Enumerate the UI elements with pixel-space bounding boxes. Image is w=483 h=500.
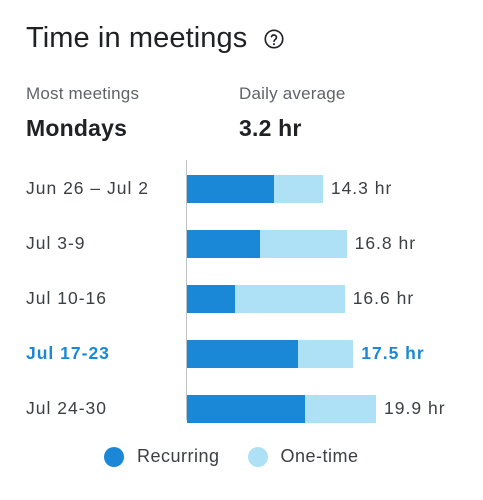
row-label: Jul 24-30: [26, 398, 107, 418]
legend-item-one-time: One-time: [247, 446, 359, 467]
daily-average-stat: Daily average 3.2 hr: [239, 84, 346, 142]
help-circle-icon[interactable]: [263, 28, 285, 50]
meetings-bar-chart: Jun 26 – Jul 2 14.3 hr Jul 3-9 16.8 hr Jul 1…: [0, 160, 483, 430]
recurring-swatch: [104, 446, 124, 467]
bar-segment-recurring: [187, 340, 299, 368]
chart-axis-line: [186, 160, 187, 420]
row-value-label: 19.9 hr: [384, 398, 446, 418]
daily-average-value: 3.2 hr: [239, 115, 302, 141]
most-meetings-label: Most meetings: [26, 84, 140, 103]
bar-segment-recurring: [187, 230, 261, 258]
row-label: Jul 3-9: [26, 233, 86, 253]
stacked-bar: [187, 285, 345, 313]
chart-row[interactable]: Jul 3-9 16.8 hr: [0, 230, 483, 258]
row-value-label: 17.5 hr: [361, 343, 425, 363]
bar-segment-one-time: [298, 340, 354, 368]
most-meetings-value: Mondays: [26, 115, 128, 141]
chart-row[interactable]: Jul 10-16 16.6 hr: [0, 285, 483, 313]
bar-segment-recurring: [187, 175, 275, 203]
chart-row[interactable]: Jul 24-30 19.9 hr: [0, 395, 483, 423]
stacked-bar: [187, 340, 354, 368]
stacked-bar: [187, 230, 347, 258]
chart-row[interactable]: Jun 26 – Jul 2 14.3 hr: [0, 175, 483, 203]
card-title: Time in meetings: [26, 22, 248, 54]
row-value-label: 16.6 hr: [352, 288, 415, 308]
most-meetings-stat: Most meetings Mondays: [26, 84, 139, 142]
row-label: Jun 26 – Jul 2: [26, 178, 149, 198]
bar-segment-recurring: [187, 395, 305, 423]
row-label: Jul 10-16: [26, 288, 107, 308]
legend-item-recurring: Recurring: [104, 446, 220, 467]
row-label: Jul 17-23: [26, 343, 110, 363]
card-header: Time in meetings: [26, 22, 285, 55]
row-value-label: 14.3 hr: [330, 178, 393, 198]
row-value-label: 16.8 hr: [354, 233, 417, 253]
chart-legend: Recurring One-time: [104, 446, 387, 467]
bar-segment-one-time: [304, 395, 377, 423]
stacked-bar: [187, 395, 377, 423]
daily-average-label: Daily average: [239, 84, 346, 103]
legend-recurring-label: Recurring: [137, 446, 220, 466]
bar-segment-one-time: [234, 285, 345, 313]
legend-one-time-label: One-time: [280, 446, 359, 466]
bar-segment-recurring: [187, 285, 235, 313]
bar-segment-one-time: [274, 175, 323, 203]
bar-segment-one-time: [260, 230, 347, 258]
one-time-swatch: [247, 446, 268, 467]
stacked-bar: [187, 175, 323, 203]
chart-row[interactable]: Jul 17-23 17.5 hr: [0, 340, 483, 368]
